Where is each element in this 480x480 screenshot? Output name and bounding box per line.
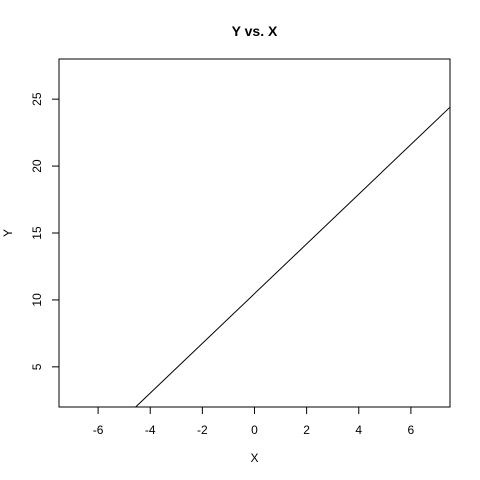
y-tick-label: 25 [30, 92, 44, 106]
plot-frame [58, 58, 451, 408]
y-axis-label: Y [1, 229, 15, 237]
x-tick-label: -6 [93, 423, 104, 437]
chart-title: Y vs. X [232, 23, 278, 39]
y-tick-label: 15 [30, 226, 44, 240]
plot-area [135, 106, 451, 408]
x-tick-label: -2 [197, 423, 208, 437]
x-axis: -6 -4 -2 0 2 4 6 [93, 406, 415, 437]
y-tick-label: 5 [30, 363, 44, 370]
y-tick-label: 10 [30, 293, 44, 307]
y-axis: 5 10 15 20 25 [30, 92, 60, 370]
x-tick-label: 2 [303, 423, 310, 437]
x-tick-label: 0 [251, 423, 258, 437]
y-tick-label: 20 [30, 159, 44, 173]
x-tick-label: -4 [145, 423, 156, 437]
x-tick-label: 4 [355, 423, 362, 437]
x-tick-label: 6 [408, 423, 415, 437]
series-line [135, 106, 451, 408]
x-axis-label: X [250, 451, 258, 465]
